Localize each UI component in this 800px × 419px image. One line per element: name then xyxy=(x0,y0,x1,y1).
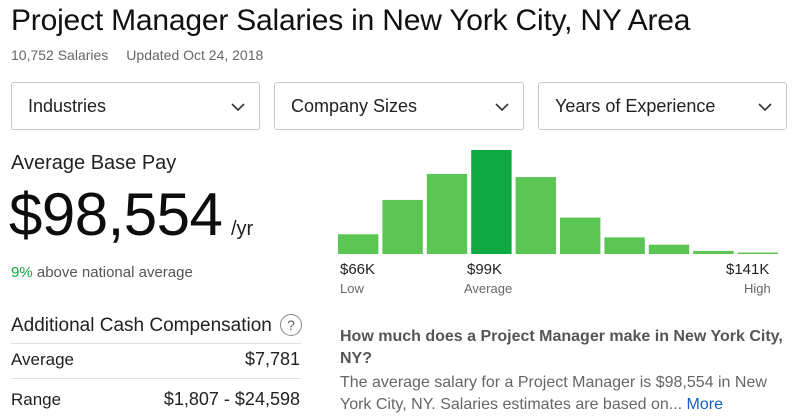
more-link[interactable]: More xyxy=(686,396,723,413)
average-base-pay-label: Average Base Pay xyxy=(11,152,177,174)
histogram-bar xyxy=(693,250,734,254)
tick-high-label: High xyxy=(744,281,771,296)
histogram-bar xyxy=(737,252,778,254)
filter-bar: Industries Company Sizes Years of Experi… xyxy=(11,82,787,130)
histogram-bar xyxy=(426,173,468,254)
histogram-bar xyxy=(515,177,556,254)
histogram-bar xyxy=(382,199,423,254)
question-circle-icon[interactable]: ? xyxy=(280,314,302,336)
salary-histogram xyxy=(338,150,778,254)
tick-high-value: $141K xyxy=(726,261,770,278)
average-base-pay-amount: $98,554 xyxy=(9,181,223,248)
company-sizes-dropdown-label: Company Sizes xyxy=(291,96,418,116)
industries-dropdown-label: Industries xyxy=(28,96,107,116)
divider xyxy=(11,378,301,379)
chevron-down-icon xyxy=(758,103,772,112)
tick-average-label: Average xyxy=(464,281,513,296)
company-sizes-dropdown[interactable]: Company Sizes xyxy=(274,82,524,130)
chevron-down-icon xyxy=(495,103,509,112)
industries-dropdown[interactable]: Industries xyxy=(11,82,260,130)
tick-average-value: $99K xyxy=(467,261,503,278)
histogram-bar xyxy=(648,244,690,254)
years-of-experience-dropdown[interactable]: Years of Experience xyxy=(538,82,787,130)
pay-period: /yr xyxy=(231,218,254,240)
faq-answer: The average salary for a Project Manager… xyxy=(340,372,790,416)
comparison-percent: 9% xyxy=(11,264,33,281)
page-title: Project Manager Salaries in New York Cit… xyxy=(11,4,691,37)
additional-range-value: $1,807 - $24,598 xyxy=(163,389,300,409)
histogram-bar xyxy=(471,150,512,254)
histogram-bar xyxy=(338,234,379,254)
divider xyxy=(11,343,301,344)
updated-date: Updated Oct 24, 2018 xyxy=(126,47,264,63)
comparison-text: above national average xyxy=(32,264,193,281)
histogram-bar xyxy=(604,237,645,254)
additional-range-label: Range xyxy=(11,390,62,409)
faq-answer-text: The average salary for a Project Manager… xyxy=(340,374,767,413)
national-comparison: 9% above national average xyxy=(11,264,193,281)
additional-average-label: Average xyxy=(11,350,75,369)
tick-low-label: Low xyxy=(340,281,364,296)
histogram-bar xyxy=(560,217,601,254)
years-of-experience-dropdown-label: Years of Experience xyxy=(555,96,716,116)
additional-average-value: $7,781 xyxy=(244,349,300,369)
salary-meta: 10,752 Salaries Updated Oct 24, 2018 xyxy=(11,47,263,63)
salary-count: 10,752 Salaries xyxy=(11,47,109,63)
additional-cash-title: Additional Cash Compensation xyxy=(11,315,272,336)
tick-low-value: $66K xyxy=(340,261,376,278)
faq-question: How much does a Project Manager make in … xyxy=(340,328,783,367)
chevron-down-icon xyxy=(231,103,245,112)
